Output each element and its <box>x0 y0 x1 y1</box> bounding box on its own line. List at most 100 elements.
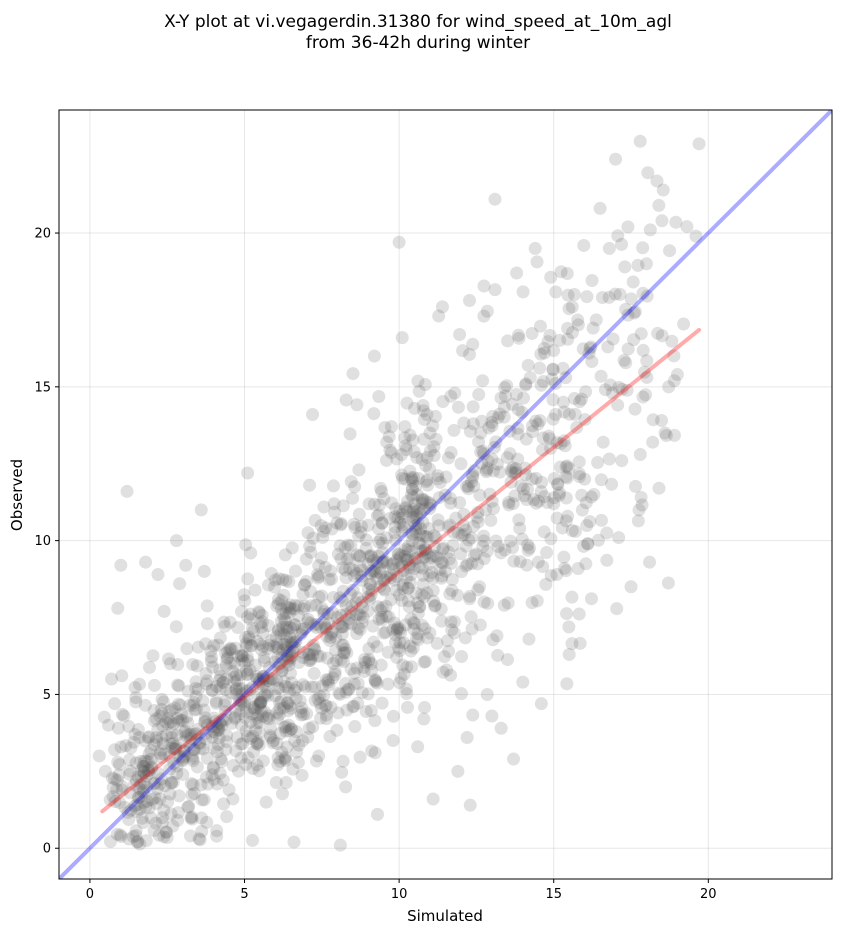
data-point <box>407 622 421 636</box>
data-point <box>103 793 117 807</box>
data-point <box>247 689 261 703</box>
data-point <box>384 571 398 585</box>
data-point <box>463 424 477 438</box>
data-point <box>632 503 646 517</box>
data-point <box>587 488 601 501</box>
data-point <box>343 427 357 441</box>
data-point <box>216 675 230 689</box>
data-point <box>399 542 413 556</box>
data-point <box>307 642 321 656</box>
data-point <box>396 658 410 672</box>
data-point <box>580 519 594 533</box>
data-point <box>261 642 275 656</box>
data-point <box>168 701 182 715</box>
data-point <box>272 707 286 721</box>
data-point <box>291 756 305 770</box>
data-point <box>167 717 181 731</box>
data-point <box>250 758 264 772</box>
data-point <box>473 618 487 632</box>
data-point <box>176 754 190 768</box>
data-point <box>385 496 399 510</box>
data-point <box>640 289 654 303</box>
data-point <box>258 705 272 719</box>
data-point <box>375 613 389 627</box>
data-point <box>205 730 219 744</box>
data-point <box>302 647 316 661</box>
data-point <box>284 722 298 736</box>
data-point <box>262 673 276 687</box>
data-point <box>391 547 405 561</box>
data-point <box>129 774 143 788</box>
data-point <box>399 501 413 515</box>
data-point <box>643 555 657 569</box>
data-point <box>183 829 197 843</box>
data-point <box>269 630 283 644</box>
data-point <box>271 597 285 611</box>
data-point <box>282 575 296 589</box>
data-point <box>193 741 207 755</box>
data-point <box>131 835 145 849</box>
data-point <box>223 641 237 655</box>
data-point <box>374 481 388 495</box>
data-point <box>347 563 361 577</box>
data-point <box>144 752 158 766</box>
data-point <box>98 764 112 778</box>
data-point <box>324 631 338 645</box>
data-point <box>187 696 201 710</box>
data-point <box>405 527 419 541</box>
data-point <box>215 718 229 732</box>
data-point <box>529 471 543 485</box>
data-point <box>509 462 523 476</box>
data-point <box>336 754 350 768</box>
data-point <box>139 769 153 783</box>
data-point <box>366 553 380 567</box>
data-point <box>142 801 156 815</box>
data-point <box>141 755 155 769</box>
data-point <box>466 337 480 351</box>
data-point <box>275 664 289 678</box>
data-point <box>142 766 156 780</box>
data-point <box>379 609 393 623</box>
data-point <box>673 81 686 94</box>
data-point <box>498 381 512 395</box>
data-point <box>271 711 285 725</box>
data-point <box>393 643 407 657</box>
data-point <box>378 420 392 434</box>
data-point <box>185 749 199 763</box>
data-point <box>281 704 295 718</box>
data-point <box>401 581 415 595</box>
identity-line <box>59 110 832 879</box>
data-point <box>292 656 306 670</box>
data-point <box>483 487 497 501</box>
data-point <box>426 571 440 585</box>
data-point <box>641 166 655 180</box>
data-point <box>355 686 369 700</box>
data-point <box>180 642 194 656</box>
data-point <box>472 388 486 402</box>
data-point <box>319 622 333 636</box>
data-point <box>252 738 266 752</box>
data-point <box>477 552 491 566</box>
data-point <box>544 270 558 284</box>
data-point <box>314 519 328 533</box>
data-point <box>399 443 413 457</box>
data-point <box>375 555 389 569</box>
data-point <box>559 470 573 484</box>
data-point <box>191 682 205 696</box>
data-point <box>340 703 354 717</box>
data-point <box>195 824 209 838</box>
data-point <box>516 675 530 689</box>
data-point <box>620 383 634 397</box>
data-point <box>398 472 412 486</box>
data-point <box>516 285 530 299</box>
data-point <box>598 383 612 397</box>
data-point <box>174 713 188 727</box>
data-point <box>296 646 310 660</box>
data-point <box>427 448 441 462</box>
data-point <box>466 708 480 722</box>
data-point <box>396 518 410 532</box>
data-point <box>304 585 318 599</box>
data-point <box>410 504 424 518</box>
data-point <box>139 754 153 768</box>
data-point <box>435 614 449 628</box>
